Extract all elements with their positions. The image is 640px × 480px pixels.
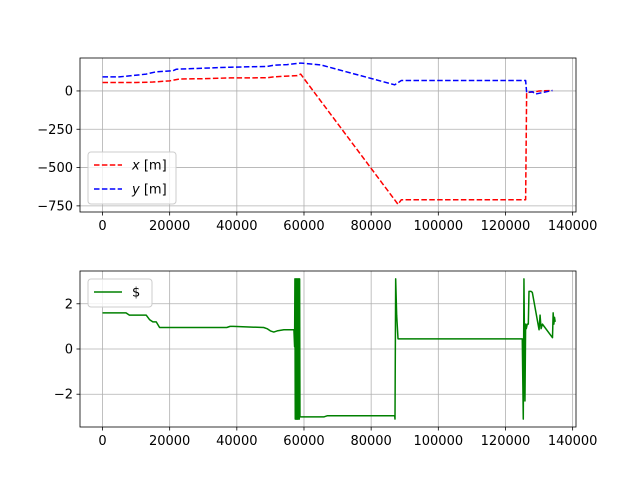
bottom-chart-panel: 0 20000 40000 60000 80000 100000 120000 140000 −… — [54, 270, 598, 449]
x-tick-label-4: 80000 — [350, 434, 391, 449]
series-line-0 — [102, 278, 556, 420]
top-chart-panel: 0 20000 40000 60000 80000 100000 120000 140000 −… — [37, 57, 598, 234]
x-tick-label-6: 120000 — [481, 219, 531, 234]
legend: x [m] y [m] — [87, 151, 177, 205]
y-tick-label-3: 0 — [65, 84, 73, 99]
x-tick-label-2: 40000 — [216, 434, 257, 449]
y-tick-label-1: 0 — [65, 343, 73, 358]
y-tick-label-2: 2 — [65, 297, 73, 312]
axes-frame — [79, 57, 577, 213]
x-tick-label-1: 20000 — [149, 434, 190, 449]
y-tick-label-1: −500 — [37, 161, 73, 176]
legend-label-1: y [m] — [131, 183, 167, 198]
legend-label-0: x [m] — [131, 159, 167, 174]
x-tick-label-4: 80000 — [350, 219, 391, 234]
legend-label-0: $ — [132, 286, 140, 301]
x-tick-label-2: 40000 — [216, 219, 257, 234]
x-tick-label-3: 60000 — [283, 219, 324, 234]
y-tick-label-2: −250 — [37, 123, 73, 138]
x-tick-label-6: 120000 — [481, 434, 531, 449]
x-tick-label-7: 140000 — [548, 434, 598, 449]
x-tick-label-0: 0 — [98, 219, 106, 234]
legend-box — [87, 278, 153, 308]
x-tick-label-5: 100000 — [413, 434, 463, 449]
x-tick-label-3: 60000 — [283, 434, 324, 449]
legend: $ — [87, 278, 153, 308]
series-line-0 — [102, 73, 553, 206]
x-tick-label-0: 0 — [98, 434, 106, 449]
x-tick-label-5: 100000 — [413, 219, 463, 234]
x-tick-label-1: 20000 — [149, 219, 190, 234]
y-tick-label-0: −750 — [37, 199, 73, 214]
y-tick-label-0: −2 — [54, 388, 73, 403]
series-line-1 — [102, 62, 553, 95]
x-tick-label-7: 140000 — [548, 219, 598, 234]
